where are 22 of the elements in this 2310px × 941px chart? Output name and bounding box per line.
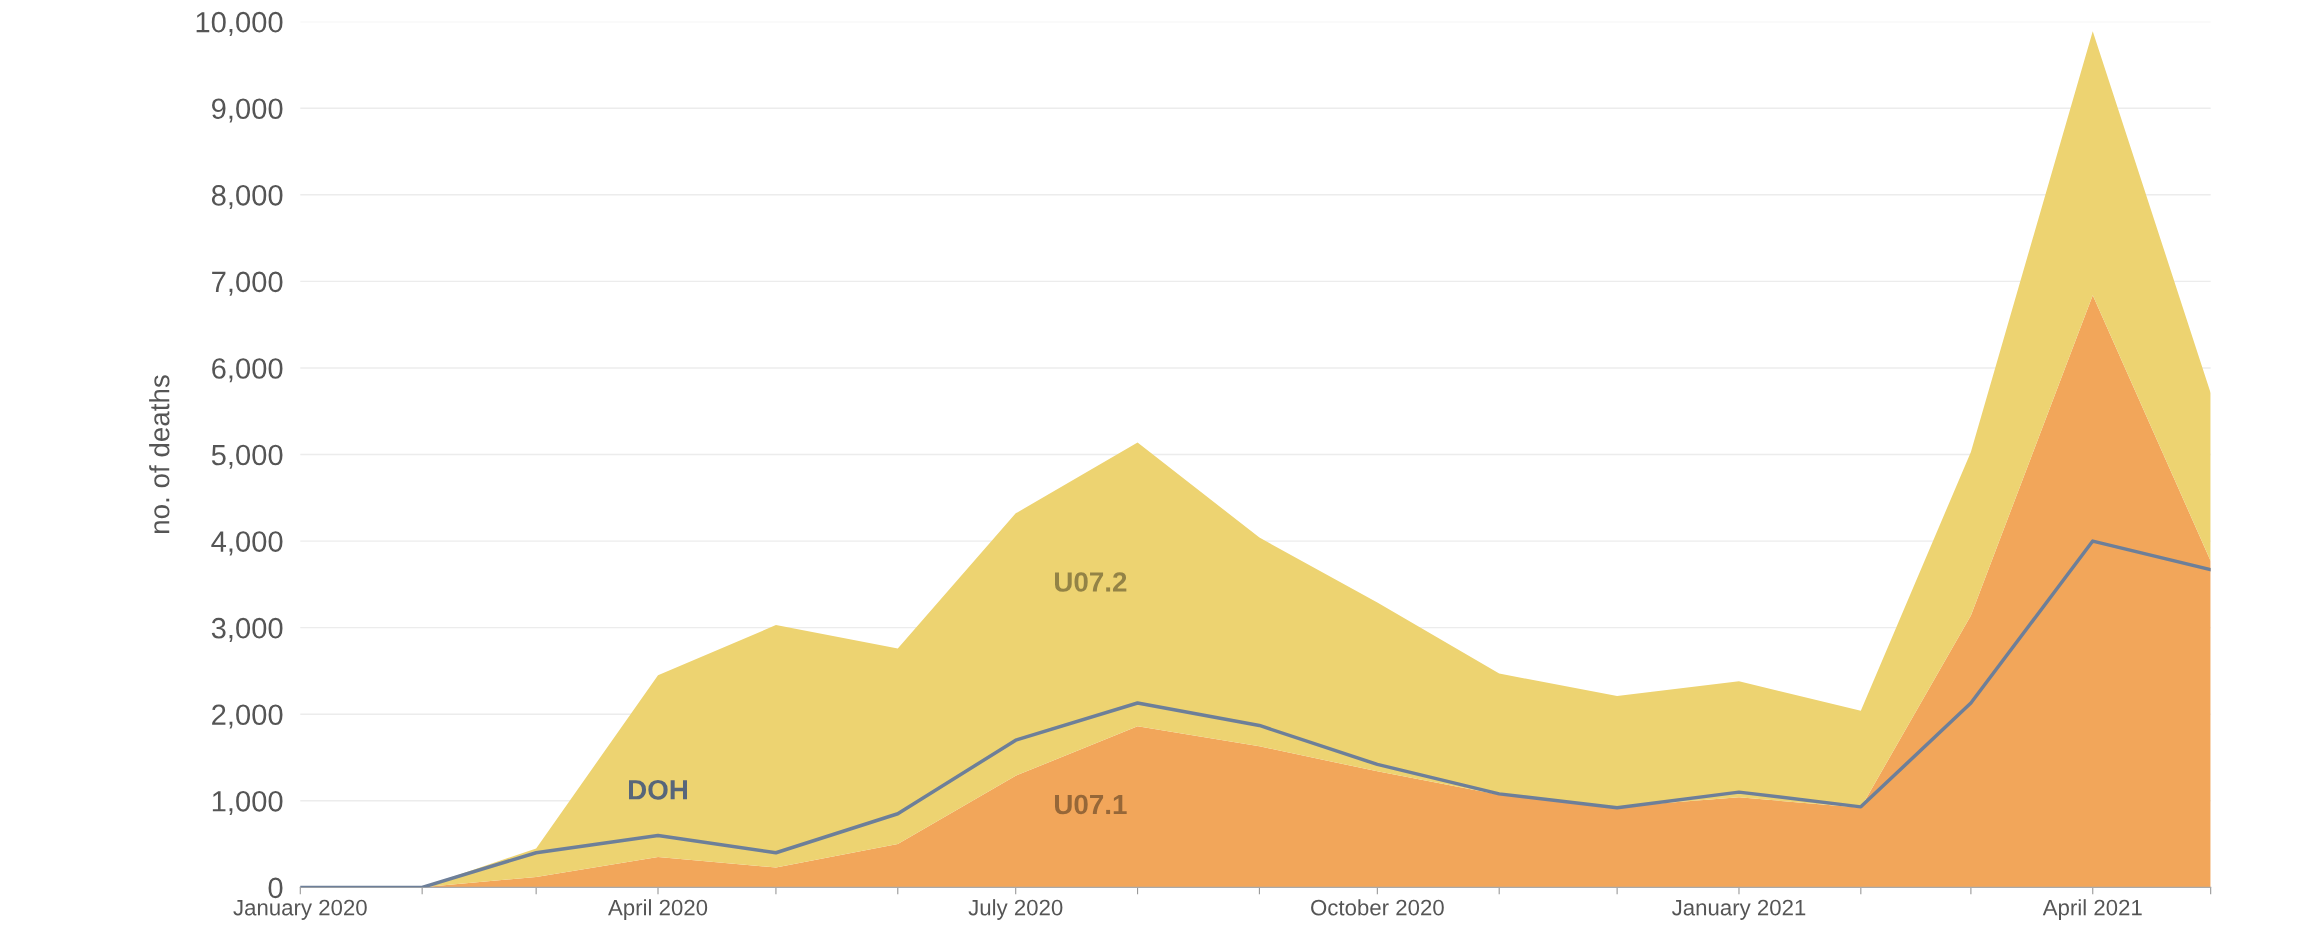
y-tick-label: 9,000 [212,98,283,123]
y-axis-title: no. of deaths [149,375,170,533]
series-label: U07.1 [1055,794,1127,815]
x-tick-label: October 2020 [1311,899,1444,916]
series-label: U07.2 [1055,572,1127,592]
y-tick-label: 0 [268,877,283,899]
x-tick-label: July 2020 [968,899,1063,920]
y-tick-label: 4,000 [211,531,283,556]
x-tick-label: January 2020 [233,899,367,920]
y-tick-label: 1,000 [212,790,283,816]
y-tick-label: 3,000 [211,617,283,642]
y-tick-label: 10,000 [196,11,283,36]
line-series [300,539,2211,888]
x-tick-label: January 2021 [1671,899,1806,920]
x-tick-label: April 2021 [2042,899,2142,920]
y-tick-label: 5,000 [211,444,283,469]
y-tick-label: 7,000 [212,271,283,296]
y-tick-label: 8,000 [211,184,283,210]
x-tick-label: April 2020 [608,899,708,920]
y-tick-label: 2,000 [212,704,283,729]
y-tick-label: 6,000 [212,358,283,383]
series-label: DOH [629,779,687,800]
